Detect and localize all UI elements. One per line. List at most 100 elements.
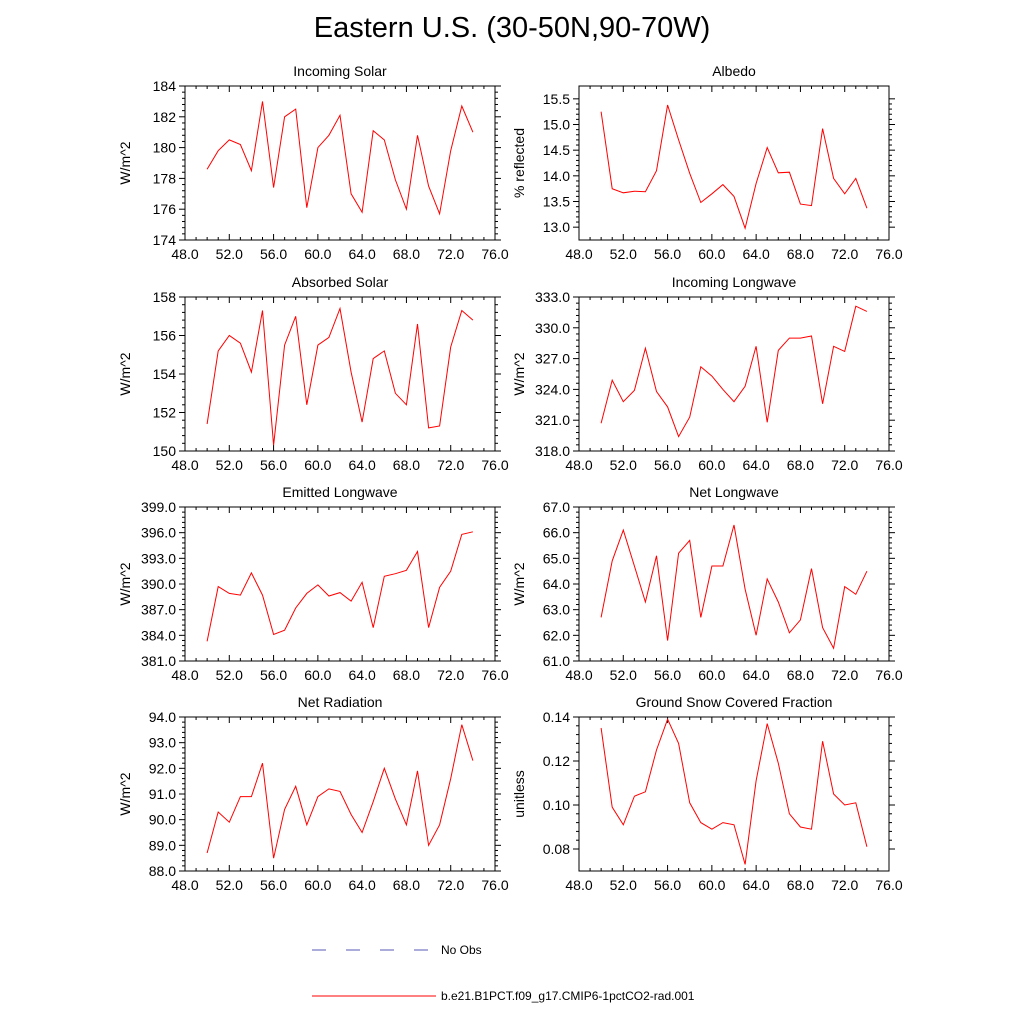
plot-frame — [184, 506, 496, 662]
x-tick-label: 60.0 — [698, 246, 725, 262]
y-axis-label: W/m^2 — [511, 352, 527, 395]
y-tick-label: 321.0 — [535, 412, 570, 428]
x-tick-label: 68.0 — [393, 667, 420, 683]
y-tick-label: 324.0 — [535, 381, 570, 397]
x-tick-label: 76.0 — [875, 877, 902, 893]
x-tick-label: 56.0 — [654, 667, 681, 683]
x-tick-label: 60.0 — [304, 246, 331, 262]
x-tick-label: 48.0 — [171, 246, 198, 262]
y-tick-label: 64.0 — [543, 576, 570, 592]
panel-title: Net Radiation — [298, 694, 383, 710]
y-tick-label: 384.0 — [141, 627, 176, 643]
y-tick-label: 390.0 — [141, 576, 176, 592]
x-tick-label: 56.0 — [654, 246, 681, 262]
panel-5: 48.0 52.0 56.0 60.0 64.0 68.0 72.0 76.0 61.0 62.0… — [511, 484, 903, 683]
x-tick-label: 56.0 — [654, 877, 681, 893]
y-tick-label: 0.12 — [543, 753, 570, 769]
y-axis-label: W/m^2 — [117, 352, 133, 395]
y-tick-label: 156 — [153, 328, 177, 344]
plot-frame — [578, 716, 890, 872]
y-tick-label: 180 — [153, 140, 177, 156]
y-tick-label: 178 — [153, 170, 177, 186]
y-tick-label: 318.0 — [535, 443, 570, 459]
x-tick-label: 56.0 — [654, 457, 681, 473]
series-line — [206, 101, 474, 216]
x-tick-label: 60.0 — [304, 877, 331, 893]
series-line — [206, 306, 474, 446]
y-tick-label: 399.0 — [141, 499, 176, 515]
y-tick-label: 381.0 — [141, 653, 176, 669]
x-tick-label: 76.0 — [875, 457, 902, 473]
series-line — [600, 524, 868, 650]
y-axis-label: % reflected — [511, 128, 527, 198]
x-tick-label: 52.0 — [216, 457, 243, 473]
panel-0: 48.0 52.0 56.0 60.0 64.0 68.0 72.0 76.0 174 176 17… — [117, 63, 509, 262]
x-tick-label: 52.0 — [216, 246, 243, 262]
panel-2: 48.0 52.0 56.0 60.0 64.0 68.0 72.0 76.0 150 152 15… — [117, 274, 509, 473]
x-tick-label: 52.0 — [610, 246, 637, 262]
x-tick-label: 60.0 — [304, 667, 331, 683]
series-line — [600, 305, 868, 438]
y-tick-label: 330.0 — [535, 320, 570, 336]
panel-title: Albedo — [712, 63, 756, 79]
x-tick-label: 68.0 — [787, 246, 814, 262]
panel-4: 48.0 52.0 56.0 60.0 64.0 68.0 72.0 76.0 381.0 384… — [117, 484, 509, 683]
x-tick-label: 48.0 — [171, 877, 198, 893]
panel-title: Ground Snow Covered Fraction — [636, 694, 833, 710]
x-tick-label: 64.0 — [349, 457, 376, 473]
legend-model-label: b.e21.B1PCT.f09_g17.CMIP6-1pctCO2-rad.00… — [441, 989, 695, 1003]
x-tick-label: 48.0 — [565, 877, 592, 893]
y-axis-label: W/m^2 — [511, 562, 527, 605]
x-tick-label: 48.0 — [565, 457, 592, 473]
y-tick-label: 14.0 — [543, 168, 570, 184]
x-tick-label: 64.0 — [349, 667, 376, 683]
x-tick-label: 68.0 — [787, 877, 814, 893]
panel-title: Emitted Longwave — [282, 484, 397, 500]
legend — [312, 949, 436, 997]
x-tick-label: 72.0 — [831, 246, 858, 262]
y-tick-label: 13.5 — [543, 194, 570, 210]
panel-title: Incoming Longwave — [672, 274, 797, 290]
x-tick-label: 48.0 — [171, 667, 198, 683]
x-tick-label: 60.0 — [698, 457, 725, 473]
y-tick-label: 182 — [153, 109, 177, 125]
x-tick-label: 68.0 — [393, 246, 420, 262]
y-tick-label: 67.0 — [543, 499, 570, 515]
panel-title: Net Longwave — [689, 484, 779, 500]
panel-7: 48.0 52.0 56.0 60.0 64.0 68.0 72.0 76.0 0.08 0.10… — [511, 694, 903, 893]
y-tick-label: 88.0 — [149, 863, 176, 879]
y-tick-label: 14.5 — [543, 142, 570, 158]
series-line — [206, 724, 474, 859]
series-line — [206, 531, 474, 642]
x-tick-label: 64.0 — [743, 667, 770, 683]
x-tick-label: 60.0 — [698, 667, 725, 683]
y-tick-label: 152 — [153, 405, 177, 421]
y-tick-label: 15.5 — [543, 91, 570, 107]
x-tick-label: 52.0 — [216, 877, 243, 893]
x-tick-label: 52.0 — [610, 667, 637, 683]
series-line — [600, 717, 868, 865]
plot-frame — [184, 296, 496, 452]
x-tick-label: 52.0 — [610, 877, 637, 893]
x-tick-label: 48.0 — [171, 457, 198, 473]
x-tick-label: 76.0 — [481, 877, 508, 893]
y-tick-label: 0.14 — [543, 709, 570, 725]
x-tick-label: 48.0 — [565, 246, 592, 262]
y-tick-label: 396.0 — [141, 525, 176, 541]
panel-1: 48.0 52.0 56.0 60.0 64.0 68.0 72.0 76.0 13.0 13.5… — [511, 63, 903, 262]
x-tick-label: 76.0 — [481, 457, 508, 473]
panel-title: Absorbed Solar — [292, 274, 389, 290]
x-tick-label: 76.0 — [481, 246, 508, 262]
x-tick-label: 64.0 — [743, 457, 770, 473]
y-tick-label: 93.0 — [149, 735, 176, 751]
legend-no-obs-label: No Obs — [441, 943, 482, 957]
plot-frame — [578, 296, 890, 452]
y-tick-label: 94.0 — [149, 709, 176, 725]
y-axis-label: W/m^2 — [117, 772, 133, 815]
y-tick-label: 158 — [153, 289, 177, 305]
y-tick-label: 92.0 — [149, 760, 176, 776]
x-tick-label: 68.0 — [787, 667, 814, 683]
x-tick-label: 76.0 — [875, 667, 902, 683]
plot-frame — [578, 85, 890, 241]
